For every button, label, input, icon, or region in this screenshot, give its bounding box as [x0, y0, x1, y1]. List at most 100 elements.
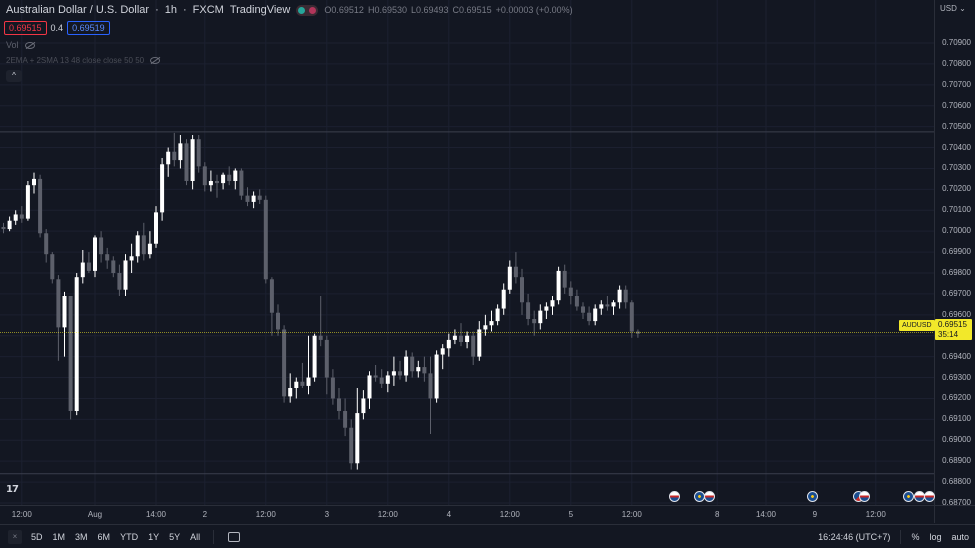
candle-up: [190, 135, 195, 190]
price-tick-label: 0.68700: [942, 498, 971, 507]
buy-button[interactable]: 0.69519: [67, 21, 110, 35]
candle-down: [117, 264, 122, 296]
candle-body: [330, 377, 335, 399]
candle-body: [80, 262, 85, 278]
economic-event-us-icon[interactable]: [859, 491, 870, 502]
candle-up: [538, 304, 543, 330]
candle-body: [373, 375, 378, 378]
candle-body: [99, 237, 104, 255]
candle-body: [123, 260, 128, 290]
economic-event-us-icon[interactable]: [704, 491, 715, 502]
candle-body: [568, 287, 573, 296]
candle-up: [477, 321, 482, 361]
range-all-button[interactable]: All: [190, 531, 201, 542]
candle-body: [391, 371, 396, 376]
range-5y-button[interactable]: 5Y: [169, 531, 181, 542]
candle-body: [428, 373, 433, 399]
price-tick-label: 0.70300: [942, 163, 971, 173]
candle-body: [288, 388, 293, 397]
candle-body: [483, 325, 488, 330]
candle-down: [422, 356, 427, 382]
currency-dropdown[interactable]: USD ⌄: [940, 4, 966, 13]
time-tick-label: 14:00: [145, 510, 167, 519]
candle-down: [581, 302, 585, 319]
price-axis[interactable]: 0.70900 0.70800 0.70700 0.70600 0.70500 0.704…: [934, 0, 975, 522]
candle-down: [215, 174, 219, 198]
candle-body: [623, 289, 628, 303]
eye-hidden-icon[interactable]: [24, 41, 35, 49]
range-1m-button[interactable]: 1M: [52, 531, 66, 542]
candle-down: [562, 264, 567, 294]
candle-down: [324, 335, 329, 395]
candle-up: [446, 333, 451, 357]
calendar-icon[interactable]: [228, 531, 241, 542]
price-tick-label: 0.69700: [942, 288, 971, 298]
candle-body: [471, 335, 476, 357]
range-3m-button[interactable]: 3M: [75, 531, 88, 542]
price-tick-label: 0.70900: [942, 38, 971, 47]
candle-body: [562, 270, 567, 288]
candle-body: [416, 367, 421, 372]
time-tick-label: 14:00: [755, 510, 777, 519]
range-5d-button[interactable]: 5D: [31, 531, 43, 542]
candle-up: [166, 147, 171, 177]
price-tick-label: 0.70600: [942, 100, 971, 110]
candle-up: [25, 181, 30, 221]
time-tick-label: 12:00: [11, 510, 32, 519]
economic-event-us-icon[interactable]: [669, 491, 680, 502]
candle-down: [379, 369, 384, 388]
candle-body: [239, 170, 244, 196]
sell-button[interactable]: 0.69515: [4, 21, 47, 35]
tradingview-logo[interactable]: 17: [6, 484, 19, 495]
candle-up: [617, 285, 622, 309]
percent-toggle[interactable]: %: [911, 532, 920, 542]
candle-body: [251, 195, 256, 202]
log-toggle[interactable]: log: [929, 532, 942, 542]
candle-down: [1, 222, 6, 234]
candle-down: [227, 166, 232, 186]
candle-body: [398, 371, 402, 376]
time-axis[interactable]: 12:00 Aug 14:00 2 12:00 3 12:00 4 12:00 5 12:00 8 14…: [0, 505, 934, 523]
time-tick-label: 3: [324, 510, 330, 519]
time-tick-label: 12:00: [377, 510, 398, 519]
candle-body: [385, 375, 390, 384]
interval-label[interactable]: 1h: [164, 4, 177, 16]
candle-down: [239, 168, 244, 200]
economic-event-eu-icon[interactable]: [903, 491, 914, 502]
price-tick-label: 0.70800: [942, 58, 971, 68]
symbol-title[interactable]: Australian Dollar / U.S. Dollar: [6, 4, 150, 16]
collapse-legend-button[interactable]: ^: [6, 70, 22, 82]
indicator-ema-sma[interactable]: 2EMA + 2SMA 13 48 close close 50 50: [6, 56, 161, 65]
candle-down: [337, 388, 341, 420]
price-tick-label: 0.70000: [942, 226, 971, 236]
candle-body: [532, 319, 537, 324]
range-6m-button[interactable]: 6M: [97, 531, 111, 542]
current-price-value: 0.69515: [938, 320, 967, 329]
candle-body: [410, 356, 415, 372]
economic-event-us-icon[interactable]: [924, 491, 935, 502]
eye-hidden-icon[interactable]: [150, 57, 161, 64]
close-icon[interactable]: ×: [8, 529, 22, 544]
price-tick-label: 0.69900: [942, 247, 971, 257]
bottom-toolbar: × 5D 1M 3M 6M YTD 1Y 5Y All 16:24:46 (UT…: [0, 524, 975, 548]
range-1y-button[interactable]: 1Y: [148, 531, 160, 542]
range-ytd-button[interactable]: YTD: [120, 531, 139, 542]
candle-down: [605, 296, 610, 311]
candle-body: [355, 413, 360, 464]
price-tick-label: 0.70700: [942, 79, 971, 89]
candle-body: [56, 279, 61, 328]
candle-body: [379, 377, 384, 384]
indicator-vol[interactable]: Vol: [6, 40, 35, 50]
symbol-price-tag: AUDUSD: [899, 320, 935, 331]
economic-event-eu-icon[interactable]: [807, 491, 818, 502]
clock[interactable]: 16:24:46 (UTC+7): [818, 532, 891, 542]
time-tick-label: Aug: [87, 510, 103, 519]
market-status-icon[interactable]: [296, 4, 319, 16]
candle-body: [172, 151, 177, 161]
candle-up: [13, 210, 18, 225]
candle-down: [269, 277, 274, 336]
auto-toggle[interactable]: auto: [951, 532, 969, 542]
candle-up: [93, 235, 97, 278]
